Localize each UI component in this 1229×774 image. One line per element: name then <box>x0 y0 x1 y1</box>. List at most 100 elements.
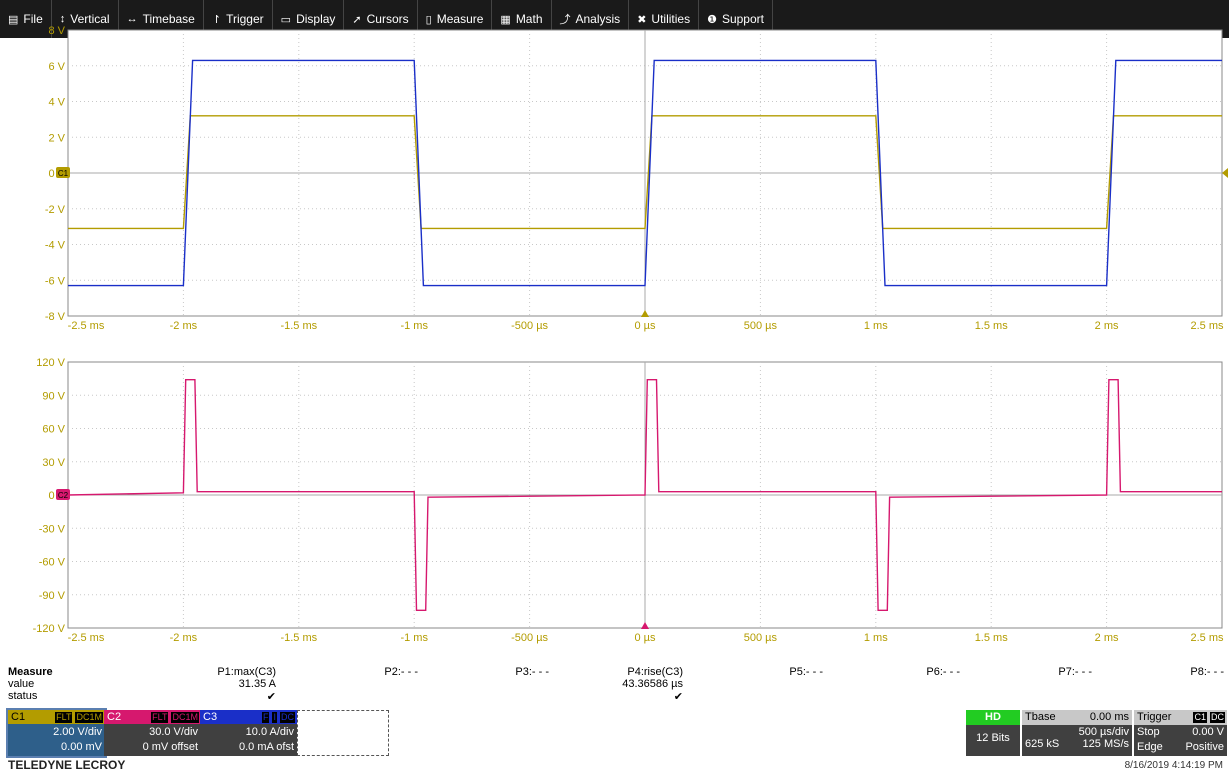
trigger-position-marker <box>641 310 649 317</box>
y-tick-label: -8 V <box>45 311 66 323</box>
channel-scale: 30.0 V/div <box>149 726 198 738</box>
analysis-icon: ⤴ <box>559 14 571 26</box>
x-tick-label: 500 µs <box>744 320 778 332</box>
channel-zero-marker[interactable] <box>56 167 70 178</box>
menu-measure[interactable]: ▯ Measure <box>418 0 493 38</box>
measure-param-label[interactable]: P8:- - - <box>1190 666 1224 678</box>
empty-channel-slot[interactable] <box>297 710 389 756</box>
channel-id: C1 <box>11 711 26 723</box>
hd-bits: 12 Bits <box>976 732 1010 744</box>
trigger-label: Trigger <box>1137 711 1172 723</box>
x-tick-label: 2 ms <box>1095 320 1119 332</box>
hd-box[interactable]: HD 12 Bits <box>966 710 1020 756</box>
channel-offset: 0 mV offset <box>142 741 198 753</box>
vertical-icon: ↕ <box>59 13 66 25</box>
menu-label: Measure <box>436 12 484 26</box>
timebase-delay: 0.00 ms <box>1089 711 1129 723</box>
y-tick-label: 60 V <box>42 424 65 436</box>
menu-display[interactable]: ▭ Display <box>273 0 345 38</box>
brand-logo: TELEDYNE LECROY <box>8 758 126 772</box>
timebase-box[interactable]: Tbase 0.00 ms 500 µs/div 625 kS 125 MS/s <box>1022 710 1132 756</box>
channel-box-c1[interactable]: C1 FLT DC1M 2.00 V/div 0.00 mV <box>6 708 107 758</box>
measure-param-status: ✔ <box>266 691 276 703</box>
channel-id: C2 <box>107 711 122 723</box>
channel-box-c3[interactable]: C3 F I DC 10.0 A/div 0.0 mA ofst <box>200 710 297 756</box>
channel-tag: DC1M <box>75 712 103 723</box>
menu-label: Analysis <box>575 12 621 26</box>
x-tick-label: -2.5 ms <box>68 632 105 644</box>
menu-file[interactable]: ▤ File <box>0 0 52 38</box>
channel-scale: 10.0 A/div <box>245 726 294 738</box>
trigger-channel: C1 <box>1193 712 1207 723</box>
channel-tag: FLT <box>55 712 73 723</box>
trigger-coupling: DC <box>1210 712 1225 723</box>
menu-vertical[interactable]: ↕ Vertical <box>52 0 119 38</box>
utilities-icon: ✖ <box>637 13 647 26</box>
x-tick-label: 2.5 ms <box>1190 320 1224 332</box>
support-icon: ❶ <box>707 13 717 26</box>
menu-label: Cursors <box>366 12 409 26</box>
measure-param-label[interactable]: P2:- - - <box>384 666 418 678</box>
x-tick-label: 1.5 ms <box>975 632 1009 644</box>
menu-utilities[interactable]: ✖ Utilities <box>629 0 700 38</box>
y-tick-label: -6 V <box>45 275 66 287</box>
menu-trigger[interactable]: ↾ Trigger <box>204 0 273 38</box>
cursors-icon: ➚ <box>352 13 362 26</box>
menu-support[interactable]: ❶ Support <box>699 0 773 38</box>
trigger-position-marker <box>641 622 649 629</box>
menu-label: Trigger <box>226 12 264 26</box>
x-tick-label: -500 µs <box>511 320 548 332</box>
measure-title: Measure <box>8 666 53 678</box>
trigger-box[interactable]: Trigger C1 DC Stop 0.00 V Edge Positive <box>1134 710 1227 756</box>
channel-tag: DC1M <box>171 712 199 723</box>
menu-math[interactable]: ▦ Math <box>492 0 552 38</box>
x-tick-label: -2 ms <box>170 632 198 644</box>
menu-analysis[interactable]: ⤴ Analysis <box>552 0 630 38</box>
x-tick-label: 1 ms <box>864 320 888 332</box>
channel-scale: 2.00 V/div <box>53 726 102 738</box>
y-tick-label: -90 V <box>39 590 66 602</box>
measure-row-value-label: value <box>8 678 35 690</box>
x-tick-label: -1 ms <box>400 632 428 644</box>
x-tick-label: -1.5 ms <box>280 632 317 644</box>
x-tick-label: 0 µs <box>634 632 656 644</box>
channel-offset: 0.0 mA ofst <box>238 741 294 753</box>
measure-param-label[interactable]: P7:- - - <box>1058 666 1092 678</box>
measure-param-label[interactable]: P1:max(C3) <box>217 666 276 678</box>
x-tick-label: -2 ms <box>170 320 198 332</box>
measure-param-label[interactable]: P3:- - - <box>515 666 549 678</box>
menu-label: Utilities <box>651 12 691 26</box>
measure-param-value: 31.35 A <box>238 678 276 690</box>
y-tick-label: 90 V <box>42 390 65 402</box>
measure-param-label[interactable]: P5:- - - <box>789 666 823 678</box>
menu-timebase[interactable]: ↔ Timebase <box>119 0 204 38</box>
x-tick-label: -1 ms <box>400 320 428 332</box>
timebase-icon: ↔ <box>126 13 138 25</box>
trigger-slope: Positive <box>1185 741 1224 753</box>
menu-label: Display <box>296 12 336 26</box>
x-tick-label: 1 ms <box>864 632 888 644</box>
lower-waveform-grid[interactable]: 120 V90 V60 V30 V0 V-30 V-60 V-90 V-120 … <box>0 350 1229 650</box>
channel-box-c2[interactable]: C2 FLT DC1M 30.0 V/div 0 mV offset <box>104 710 201 756</box>
channel-tag: DC <box>280 712 295 723</box>
timebase-per-div: 500 µs/div <box>1078 726 1129 738</box>
measure-param-label[interactable]: P4:rise(C3) <box>627 666 683 678</box>
measure-param-label[interactable]: P6:- - - <box>926 666 960 678</box>
channel-zero-marker-label: C2 <box>58 491 69 500</box>
y-tick-label: -4 V <box>45 240 66 252</box>
trigger-level: 0.00 V <box>1192 726 1224 738</box>
upper-waveform-grid[interactable]: 8 V6 V4 V2 V0 V-2 V-4 V-6 V-8 V-2.5 ms-2… <box>0 24 1229 340</box>
y-tick-label: 6 V <box>48 61 65 73</box>
trigger-mode: Stop <box>1137 726 1160 738</box>
measure-icon: ▯ <box>425 13 432 26</box>
trigger-icon: ↾ <box>211 13 222 26</box>
x-tick-label: -500 µs <box>511 632 548 644</box>
x-tick-label: 1.5 ms <box>975 320 1009 332</box>
hd-badge: HD <box>966 710 1020 725</box>
menu-cursors[interactable]: ➚ Cursors <box>344 0 418 38</box>
y-tick-label: -120 V <box>33 623 66 635</box>
measure-param-status: ✔ <box>673 691 683 703</box>
channel-zero-marker[interactable] <box>56 489 70 500</box>
y-tick-label: -60 V <box>39 557 66 569</box>
y-tick-label: 2 V <box>48 132 65 144</box>
